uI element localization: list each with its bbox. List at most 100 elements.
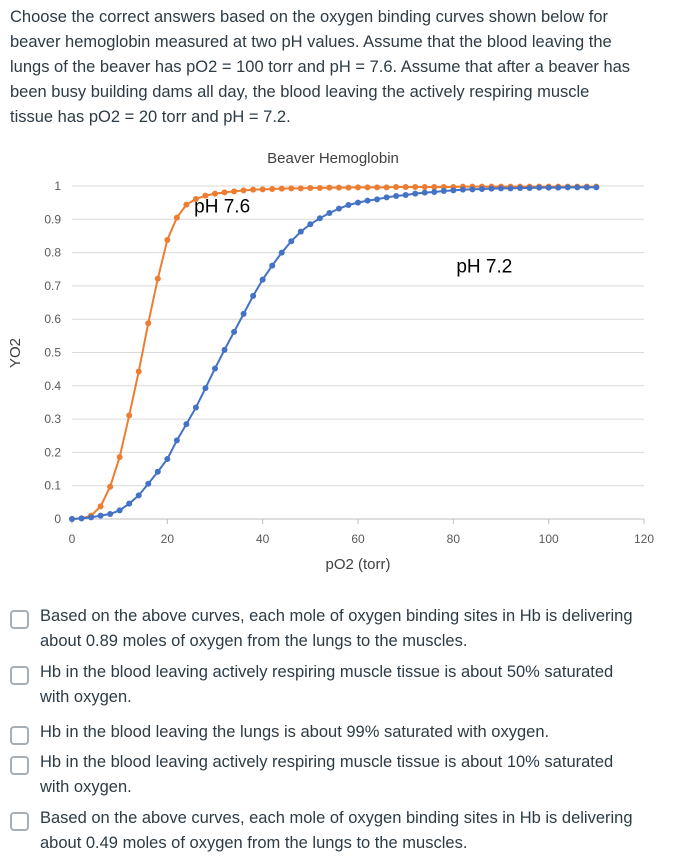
- series-annotation-ph72: pH 7.2: [456, 257, 512, 278]
- question-line: beaver hemoglobin measured at two pH val…: [10, 33, 612, 51]
- data-point: [450, 187, 457, 194]
- question-text: Choose the correct answers based on the …: [10, 5, 682, 130]
- chart-tick-labels: 0 0.1 0.2 0.3 0.4 0.5 0.6 0.7 0.8 0.9 1 0 20 40 60 80 10…: [44, 179, 654, 546]
- data-point: [440, 187, 447, 194]
- data-point: [78, 515, 85, 522]
- data-point: [326, 209, 333, 216]
- y-tick-label: 0.5: [44, 346, 61, 360]
- data-point: [412, 183, 419, 190]
- data-point: [478, 185, 485, 192]
- data-point: [593, 184, 600, 191]
- answer-text: Based on the above curves, each mole of …: [40, 806, 680, 856]
- data-point: [364, 184, 371, 191]
- data-point: [335, 184, 342, 191]
- series-line: [71, 186, 597, 520]
- data-point: [583, 184, 590, 191]
- data-point: [326, 184, 333, 191]
- data-point: [459, 186, 466, 193]
- data-point: [278, 185, 285, 192]
- data-point: [469, 186, 476, 193]
- y-tick-label: 0: [54, 512, 61, 526]
- answer-line: Hb in the blood leaving actively respiri…: [40, 753, 614, 771]
- data-point: [250, 292, 257, 299]
- data-point: [164, 236, 171, 243]
- data-point: [517, 184, 524, 191]
- data-point: [259, 276, 266, 283]
- answer-text: Hb in the blood leaving the lungs is abo…: [40, 720, 680, 745]
- x-tick-label: 20: [161, 532, 175, 546]
- data-point: [212, 365, 218, 372]
- data-point: [545, 184, 552, 191]
- answer-checkbox[interactable]: [10, 756, 29, 775]
- data-point: [221, 346, 228, 353]
- data-point: [383, 194, 390, 201]
- data-point: [316, 184, 323, 191]
- data-point: [145, 320, 152, 327]
- data-point: [431, 183, 438, 190]
- data-point: [135, 492, 142, 499]
- chart-series: [69, 183, 600, 522]
- data-point: [345, 184, 352, 191]
- x-tick-label: 120: [634, 532, 654, 546]
- y-tick-label: 0.4: [44, 379, 61, 393]
- y-tick-label: 1: [54, 179, 61, 193]
- data-point: [164, 456, 171, 463]
- data-point: [335, 205, 342, 212]
- answer-checkbox[interactable]: [10, 666, 29, 685]
- data-point: [88, 514, 95, 521]
- data-point: [316, 215, 323, 222]
- y-tick-label: 0.8: [44, 246, 61, 260]
- data-point: [192, 195, 199, 202]
- data-point: [202, 385, 209, 392]
- oxygen-binding-chart: 0 0.1 0.2 0.3 0.4 0.5 0.6 0.7 0.8 0.9 1 0 20 40 60 80 10…: [7, 150, 654, 573]
- series-annotation-ph76: pH 7.6: [194, 197, 250, 218]
- answer-checkbox[interactable]: [10, 812, 29, 831]
- data-point: [97, 503, 104, 510]
- chart-gridlines: [72, 185, 644, 487]
- data-point: [154, 468, 161, 475]
- data-point: [402, 191, 409, 198]
- y-tick-label: 0.1: [44, 479, 61, 493]
- y-axis-label: YO2: [7, 338, 24, 368]
- data-point: [288, 185, 295, 192]
- data-point: [564, 184, 571, 191]
- data-point: [107, 483, 114, 490]
- data-point: [507, 185, 514, 192]
- data-point: [574, 184, 581, 191]
- answer-line: about 0.49 moles of oxygen from the lung…: [40, 834, 468, 852]
- y-tick-label: 0.2: [44, 445, 61, 459]
- x-tick-label: 60: [351, 532, 365, 546]
- data-point: [183, 201, 190, 208]
- data-point: [536, 184, 543, 191]
- question-line: been busy building dams all day, the blo…: [10, 83, 590, 101]
- data-point: [240, 187, 247, 194]
- answer-text: Based on the above curves, each mole of …: [40, 604, 680, 654]
- data-point: [345, 201, 352, 208]
- y-tick-label: 0.7: [44, 279, 61, 293]
- data-point: [173, 437, 180, 444]
- x-tick-label: 40: [256, 532, 270, 546]
- data-point: [355, 199, 361, 206]
- y-tick-label: 0.6: [44, 312, 61, 326]
- data-point: [145, 480, 152, 487]
- data-point: [259, 186, 266, 193]
- answer-line: Based on the above curves, each mole of …: [40, 607, 633, 625]
- data-point: [192, 404, 199, 411]
- y-tick-label: 0.9: [44, 212, 61, 226]
- data-point: [269, 185, 276, 192]
- chart-title: Beaver Hemoglobin: [267, 150, 399, 167]
- data-point: [250, 186, 257, 193]
- data-point: [183, 421, 190, 428]
- data-point: [116, 454, 123, 461]
- answer-checkbox[interactable]: [10, 726, 29, 745]
- data-point: [374, 196, 381, 203]
- data-point: [97, 512, 104, 519]
- data-point: [498, 185, 504, 192]
- answer-checkbox[interactable]: [10, 610, 29, 629]
- data-point: [355, 184, 361, 191]
- data-point: [297, 185, 304, 192]
- answer-line: about 0.89 moles of oxygen from the lung…: [40, 632, 468, 650]
- answer-line: with oxygen.: [40, 778, 132, 796]
- data-point: [240, 310, 247, 317]
- data-point: [288, 238, 295, 245]
